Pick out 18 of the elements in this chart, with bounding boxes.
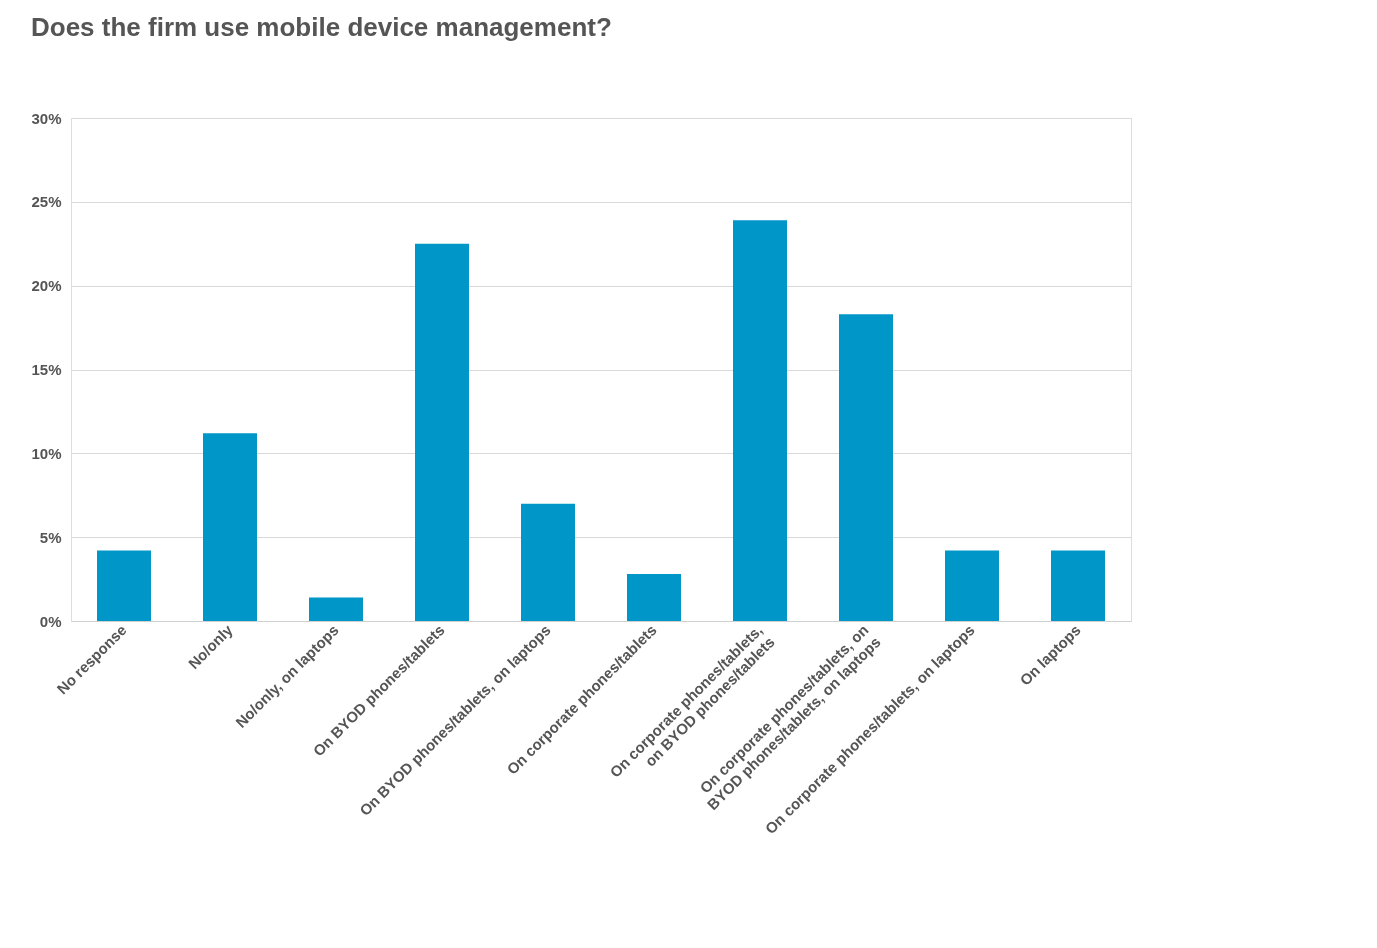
y-tick-label: 20% bbox=[31, 277, 62, 295]
bar bbox=[203, 433, 257, 621]
bar bbox=[97, 550, 151, 621]
y-tick-label: 5% bbox=[39, 528, 62, 546]
bar bbox=[733, 220, 787, 621]
bar bbox=[839, 314, 893, 621]
bar bbox=[521, 503, 575, 621]
y-tick-label: 10% bbox=[31, 444, 62, 462]
bar bbox=[415, 243, 469, 621]
bar bbox=[309, 597, 363, 621]
y-tick-label: 25% bbox=[31, 193, 62, 211]
bar bbox=[945, 550, 999, 621]
y-tick-label: 15% bbox=[31, 361, 62, 378]
y-tick-label: 30% bbox=[31, 109, 62, 127]
chart-title: Does the firm use mobile device management? bbox=[30, 12, 612, 42]
y-tick-label: 0% bbox=[39, 612, 62, 630]
bar bbox=[1051, 550, 1105, 621]
bar bbox=[627, 574, 681, 621]
